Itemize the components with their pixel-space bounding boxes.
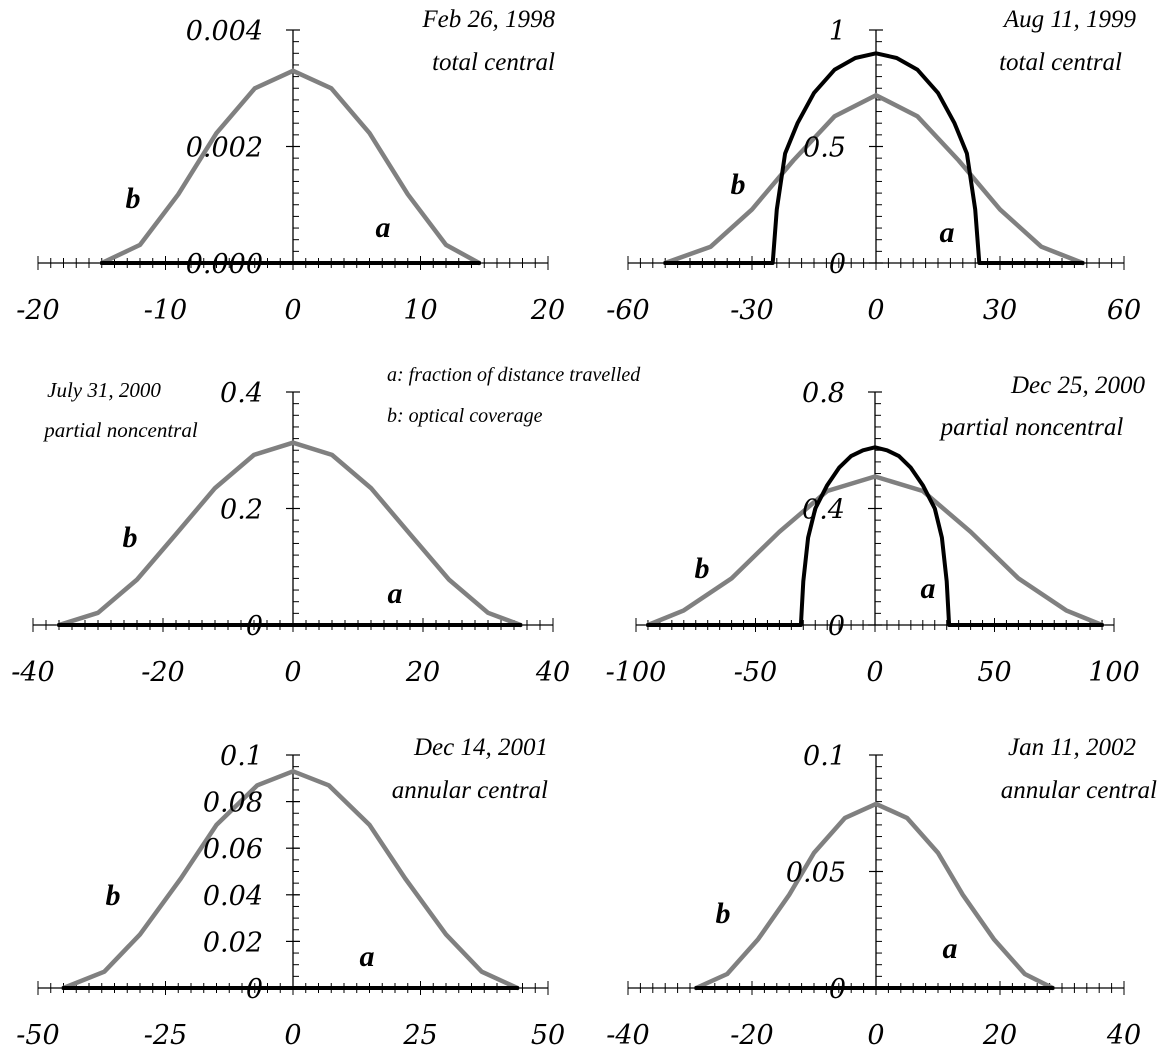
eclipse-type: annular central — [1001, 777, 1157, 804]
x-tick-label: 40 — [1106, 1020, 1141, 1051]
x-tick-label: 20 — [982, 1020, 1017, 1051]
x-tick-label: -20 — [141, 657, 184, 688]
series-a-label: a — [940, 216, 955, 249]
x-tick-label: 0 — [867, 295, 884, 326]
legend-a: a: fraction of distance travelled — [387, 364, 641, 386]
series-b-label: b — [695, 552, 710, 585]
x-tick-label: 20 — [405, 657, 440, 688]
series-a-line — [646, 445, 1104, 627]
eclipse-type: annular central — [392, 777, 548, 804]
chart-panel-6: -40 -20 0 20 40 0 0.05 0.1 a b Jan 11, 2002 annular… — [606, 734, 1157, 1051]
eclipse-type: partial noncentral — [939, 414, 1124, 441]
y-tick-label: 0.5 — [803, 133, 846, 164]
eclipse-type: total central — [432, 49, 555, 76]
series-b-line — [99, 68, 482, 266]
y-tick-label: 0.02 — [203, 927, 263, 958]
y-tick-label: 0 — [829, 249, 846, 280]
series-a-label: a — [388, 577, 403, 610]
x-tick-label: -50 — [16, 1020, 59, 1051]
legend-b: b: optical coverage — [387, 405, 543, 427]
y-tick-label: 0.08 — [203, 788, 263, 819]
y-tick-label: 0.05 — [786, 858, 846, 889]
x-tick-label: 0 — [867, 1020, 884, 1051]
x-tick-label: 10 — [403, 295, 437, 326]
series-b-line — [645, 474, 1105, 628]
x-tick-label: 50 — [531, 1020, 565, 1051]
x-tick-label: -40 — [11, 657, 54, 688]
x-tick-label: -60 — [606, 295, 649, 326]
x-tick-label: -100 — [606, 657, 667, 688]
y-tick-label: 0.1 — [803, 741, 846, 772]
x-tick-label: 50 — [977, 657, 1011, 688]
chart-panel-4: -100 -50 0 50 100 0 0.4 0.8 a b Dec 25, 2000 partia… — [606, 372, 1146, 688]
eclipse-date: Dec 25, 2000 — [1010, 372, 1145, 399]
series-b-line — [662, 92, 1085, 266]
chart-panel-3: -40 -20 0 20 40 0 0.2 0.4 a b July 31, 2000 partial… — [11, 378, 570, 688]
x-tick-label: 0 — [866, 657, 883, 688]
x-tick-label: 0 — [284, 657, 301, 688]
y-tick-label: 0.4 — [220, 378, 263, 409]
eclipse-date: Aug 11, 1999 — [1002, 6, 1137, 33]
series-b-label: b — [106, 879, 121, 912]
y-tick-label: 0.06 — [203, 834, 263, 865]
x-tick-label: 40 — [535, 657, 570, 688]
series-a-label: a — [360, 940, 375, 973]
y-tick-label: 0 — [828, 611, 845, 642]
series-b-line — [56, 440, 523, 628]
y-tick-label: 0 — [246, 974, 263, 1005]
x-tick-label: -30 — [730, 295, 773, 326]
x-tick-label: -50 — [734, 657, 777, 688]
y-tick-label: 0.4 — [802, 495, 845, 526]
x-tick-label: -20 — [16, 295, 59, 326]
x-tick-label: 60 — [1107, 295, 1141, 326]
y-tick-label: 0.1 — [220, 741, 263, 772]
chart-panel-1: -20 -10 0 10 20 0.000 0.002 0.004 a b Feb 26, 1998… — [16, 6, 565, 326]
y-tick-label: 0.000 — [186, 249, 263, 280]
series-a-label: a — [943, 932, 958, 965]
x-tick-label: 0 — [284, 295, 301, 326]
eclipse-type: total central — [999, 49, 1122, 76]
y-tick-label: 0.002 — [186, 133, 263, 164]
y-tick-label: 0 — [246, 611, 263, 642]
eclipse-date: Jan 11, 2002 — [1008, 734, 1136, 761]
series-b-label: b — [716, 897, 731, 930]
x-tick-label: -20 — [730, 1020, 773, 1051]
y-tick-label: 0.04 — [203, 881, 263, 912]
x-tick-label: 30 — [983, 295, 1017, 326]
series-a-label: a — [376, 211, 391, 244]
x-tick-label: -10 — [144, 295, 187, 326]
series-a-label: a — [921, 572, 936, 605]
x-tick-label: -40 — [606, 1020, 649, 1051]
series-b-line — [61, 769, 520, 991]
y-tick-label: 0.2 — [220, 495, 263, 526]
eclipse-date: Feb 26, 1998 — [421, 6, 555, 33]
chart-panel-2: -60 -30 0 30 60 0 0.5 1 a b Aug 11, 1999 total cent… — [606, 6, 1141, 326]
y-tick-label: 0 — [829, 974, 846, 1005]
series-b-label: b — [123, 521, 138, 554]
x-tick-label: 25 — [402, 1020, 437, 1051]
series-b-line — [693, 801, 1055, 991]
chart-panel-5: -50 -25 0 25 50 0 0.02 0.04 0.06 0.08 0.1 a b Dec 14,… — [16, 734, 565, 1051]
eclipse-date: July 31, 2000 — [47, 378, 161, 402]
series-b-label: b — [731, 168, 746, 201]
y-tick-label: 0.8 — [802, 378, 845, 409]
eclipse-type: partial noncentral — [42, 418, 198, 442]
x-tick-label: 100 — [1088, 657, 1140, 688]
x-tick-label: 0 — [284, 1020, 301, 1051]
series-b-label: b — [126, 182, 141, 215]
x-tick-label: -25 — [144, 1020, 187, 1051]
y-tick-label: 0.004 — [186, 16, 263, 47]
x-tick-label: 20 — [530, 295, 565, 326]
series-a-line — [663, 51, 1085, 265]
eclipse-date: Dec 14, 2001 — [413, 734, 548, 761]
y-tick-label: 1 — [829, 16, 846, 47]
